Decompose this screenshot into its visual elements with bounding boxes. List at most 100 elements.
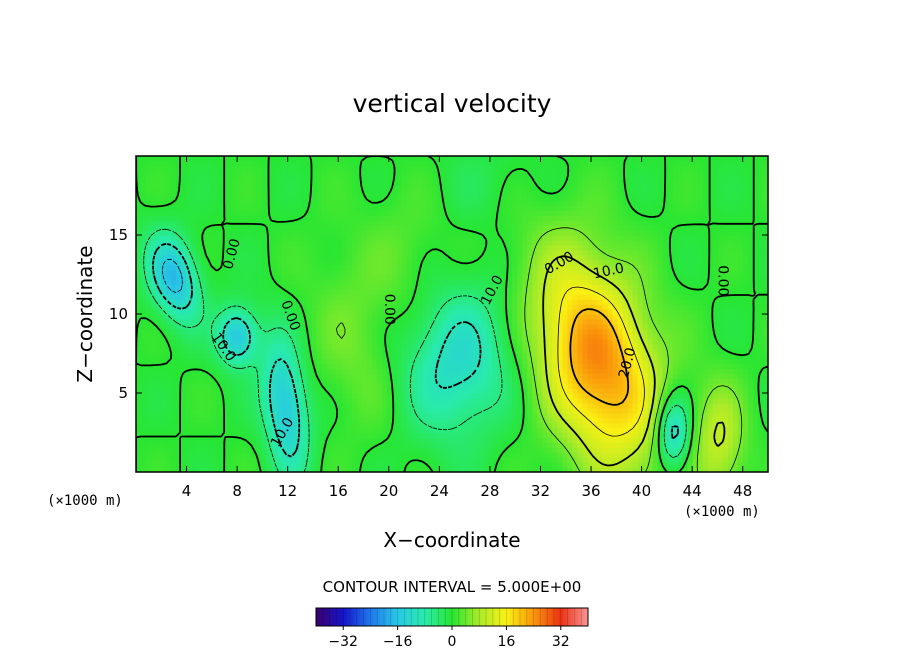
heatmap-cell — [722, 284, 729, 290]
heatmap-cell — [201, 407, 207, 414]
heatmap-cell — [512, 279, 518, 285]
heatmap-cell — [411, 452, 418, 458]
heatmap-cell — [592, 323, 599, 330]
heatmap-cell — [602, 368, 609, 374]
heatmap-cell — [522, 338, 528, 345]
heatmap-cell — [742, 328, 749, 335]
heatmap-cell — [381, 279, 388, 285]
heatmap-cell — [146, 452, 152, 458]
heatmap-cell — [286, 294, 293, 300]
heatmap-cell — [532, 348, 538, 355]
heatmap-cell — [171, 284, 177, 290]
heatmap-cell — [321, 328, 328, 335]
heatmap-cell — [457, 402, 463, 409]
heatmap-cell — [712, 432, 719, 439]
heatmap-cell — [472, 457, 478, 463]
heatmap-cell — [507, 383, 513, 389]
heatmap-cell — [582, 343, 589, 350]
heatmap-cell — [441, 343, 448, 350]
heatmap-cell — [677, 378, 684, 384]
heatmap-cell — [141, 432, 147, 439]
heatmap-cell — [206, 348, 212, 355]
heatmap-cell — [717, 299, 724, 305]
heatmap-cell — [246, 422, 252, 429]
heatmap-cell — [366, 284, 373, 290]
heatmap-cell — [261, 407, 268, 414]
heatmap-cell — [171, 333, 177, 340]
heatmap-cell — [191, 299, 197, 305]
heatmap-cell — [652, 442, 659, 448]
heatmap-cell — [161, 397, 167, 404]
heatmap-cell — [742, 279, 749, 285]
heatmap-cell — [191, 363, 197, 369]
heatmap-cell — [336, 467, 343, 472]
heatmap-cell — [421, 397, 428, 404]
heatmap-cell — [467, 279, 473, 285]
heatmap-cell — [211, 378, 217, 384]
heatmap-cell — [341, 284, 348, 290]
heatmap-cell — [331, 393, 338, 399]
heatmap-cell — [502, 363, 508, 369]
heatmap-cell — [351, 447, 358, 453]
heatmap-cell — [441, 442, 448, 448]
heatmap-cell — [462, 407, 468, 414]
heatmap-cell — [246, 279, 252, 285]
heatmap-cell — [642, 442, 649, 448]
heatmap-cell — [647, 318, 654, 325]
heatmap-cell — [326, 323, 333, 330]
heatmap-cell — [727, 397, 734, 404]
heatmap-cell — [687, 333, 694, 340]
heatmap-cell — [517, 363, 523, 369]
heatmap-cell — [527, 467, 533, 472]
heatmap-cell — [271, 358, 278, 364]
heatmap-cell — [497, 432, 503, 439]
heatmap-cell — [301, 422, 308, 429]
heatmap-cell — [737, 427, 744, 434]
heatmap-cell — [487, 457, 493, 463]
heatmap-cell — [136, 447, 142, 453]
heatmap-cell — [276, 314, 283, 320]
heatmap-cell — [201, 462, 207, 468]
heatmap-cell — [371, 378, 378, 384]
heatmap-cell — [462, 457, 468, 463]
heatmap-cell — [752, 358, 759, 364]
heatmap-cell — [391, 457, 398, 463]
heatmap-cell — [592, 284, 599, 290]
heatmap-cell — [677, 427, 684, 434]
heatmap-cell — [286, 304, 293, 310]
heatmap-cell — [567, 397, 573, 404]
heatmap-cell — [281, 318, 288, 325]
heatmap-cell — [426, 284, 433, 290]
heatmap-cell — [421, 407, 428, 414]
heatmap-cell — [321, 383, 328, 389]
heatmap-cell — [637, 427, 644, 434]
heatmap-cell — [201, 452, 207, 458]
heatmap-cell — [371, 304, 378, 310]
heatmap-cell — [166, 318, 172, 325]
heatmap-cell — [186, 274, 192, 281]
heatmap-cell — [391, 338, 398, 345]
heatmap-cell — [517, 417, 523, 424]
heatmap-cell — [632, 462, 639, 468]
heatmap-cell — [316, 462, 323, 468]
heatmap-cell — [301, 358, 308, 364]
heatmap-cell — [376, 437, 383, 443]
heatmap-cell — [557, 378, 563, 384]
heatmap-cell — [156, 328, 162, 335]
heatmap-cell — [562, 447, 568, 453]
heatmap-cell — [652, 289, 659, 295]
heatmap-cell — [441, 402, 448, 409]
heatmap-cell — [547, 442, 553, 448]
heatmap-cell — [201, 348, 207, 355]
heatmap-cell — [336, 289, 343, 295]
heatmap-cell — [747, 378, 754, 384]
heatmap-cell — [196, 402, 202, 409]
heatmap-cell — [667, 343, 674, 350]
heatmap-cell — [311, 299, 318, 305]
heatmap-cell — [592, 353, 599, 360]
heatmap-cell — [562, 422, 568, 429]
heatmap-cell — [682, 402, 689, 409]
heatmap-cell — [356, 432, 363, 439]
heatmap-cell — [411, 318, 418, 325]
heatmap-cell — [211, 299, 217, 305]
